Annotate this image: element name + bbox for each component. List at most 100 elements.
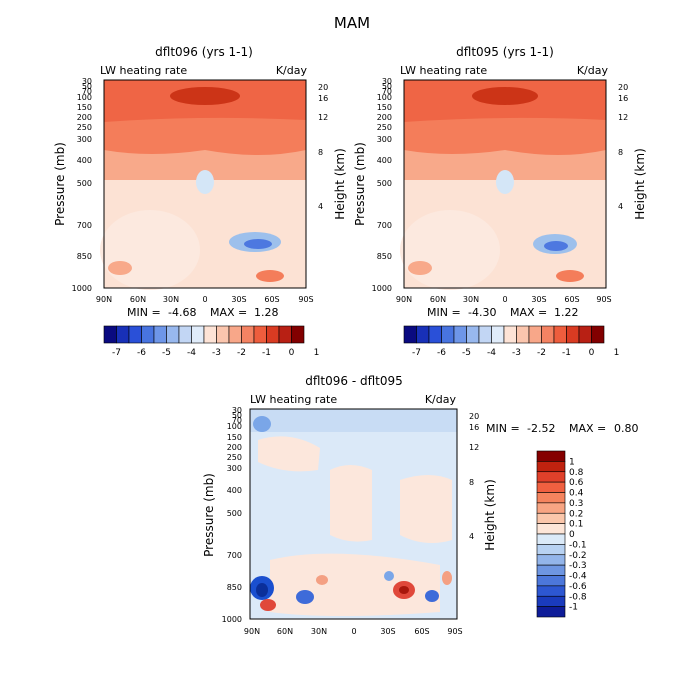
diff-height-tick: 12 [469,443,479,452]
colorbar-swatch [428,325,442,344]
diff-subtitle-left: LW heating rate [250,393,337,406]
diff-colorbar: 10.80.60.40.30.20.10-0.1-0.2-0.3-0.4-0.6… [536,450,587,618]
diff-height-tick: 4 [469,532,474,541]
colorbar-label: 0.8 [569,468,584,478]
right-ytick: 30 [382,77,392,86]
colorbar-label: 0.2 [569,509,583,519]
left-ytick: 70 [82,87,92,96]
right-height-tick: 8 [618,148,623,157]
colorbar-swatch [553,325,567,344]
colorbar-swatch [203,325,217,344]
colorbar-label: -1 [569,603,578,613]
right-ylabel-right: Height (km) [633,148,647,219]
diff-ytick: 200 [227,443,242,452]
right-xtick: 60N [430,295,446,304]
left-max-label: MAX = [210,306,247,319]
left-ytick: 850 [77,252,92,261]
colorbar-swatch [536,564,566,576]
left-height-tick: 4 [318,202,323,211]
diff-y-axis: 30 50 70 100 150 200 250 300 400 500 700… [222,406,242,624]
colorbar-label: -5 [462,348,471,358]
diff-xtick: 30S [380,627,395,636]
left-ytick: 50 [82,82,92,91]
left-stats: MIN = -4.68 MAX = 1.28 [127,306,279,319]
right-xtick: 30S [531,295,546,304]
diff-ytick: 100 [227,422,242,431]
left-xtick: 30S [231,295,246,304]
colorbar-swatch [216,325,230,344]
left-height-tick: 16 [318,94,328,103]
colorbar-label: -4 [187,348,196,358]
colorbar-swatch [178,325,192,344]
colorbar-label: -3 [512,348,521,358]
right-xtick: 90S [596,295,611,304]
right-min-label: MIN = [427,306,461,319]
colorbar-swatch [228,325,242,344]
colorbar-label: 0.3 [569,499,583,509]
right-x-axis: 90N 60N 30N 0 30S 60S 90S [396,295,612,304]
colorbar-label: -0.3 [569,561,587,571]
diff-height-tick: 20 [469,412,479,421]
left-ytick: 200 [77,113,92,122]
diff-xtick: 60N [277,627,293,636]
colorbar-label: 1 [569,457,575,467]
colorbar-label: -5 [162,348,171,358]
colorbar-label: 0 [289,348,295,358]
left-ytick: 150 [77,103,92,112]
diff-xtick: 30N [311,627,327,636]
colorbar-swatch [536,585,566,597]
right-xtick: 60S [564,295,579,304]
diff-ylabel: Pressure (mb) [202,473,216,557]
colorbar-swatch [536,492,566,504]
diff-ytick: 700 [227,551,242,560]
right-min-value: -4.30 [468,306,496,319]
colorbar-swatch [503,325,517,344]
colorbar-label: 0 [589,348,595,358]
right-colorbar: -7 -6 -5 -4 -3 -2 -1 0 1 [403,325,620,358]
colorbar-label: -7 [412,348,421,358]
diff-ytick: 1000 [222,615,242,624]
colorbar-swatch [528,325,542,344]
colorbar-label: 1 [314,348,320,358]
colorbar-label: -6 [137,348,146,358]
left-ytick: 500 [77,179,92,188]
diff-stats: MIN = -2.52 MAX = 0.80 [486,422,639,435]
left-xtick: 60N [130,295,146,304]
diff-plot-area [249,408,458,620]
diff-min-label: MIN = [486,422,520,435]
colorbar-swatch [536,595,566,607]
diff-min-value: -2.52 [527,422,555,435]
left-height-tick: 20 [318,83,328,92]
diff-ytick: 300 [227,464,242,473]
right-xtick: 30N [463,295,479,304]
right-xtick: 90N [396,295,412,304]
diff-ytick: 70 [232,416,242,425]
left-xtick: 90S [298,295,313,304]
left-x-axis: 90N 60N 30N 0 30S 60S 90S [96,295,314,304]
colorbar-swatch [478,325,492,344]
colorbar-label: 0.6 [569,478,584,488]
page-title: MAM [334,14,370,32]
right-panel: dflt095 (yrs 1-1) LW heating rate K/day … [353,45,647,358]
right-ytick: 100 [377,93,392,102]
colorbar-swatch [416,325,430,344]
colorbar-swatch [566,325,580,344]
colorbar-label: -0.6 [569,582,587,592]
colorbar-swatch [536,575,566,587]
right-ytick: 1000 [372,284,392,293]
colorbar-swatch [466,325,480,344]
diff-ytick: 50 [232,411,242,420]
left-ylabel-right: Height (km) [333,148,347,219]
left-plot-area [100,79,307,290]
right-plot-area [400,79,607,290]
diff-right-axis: 20 16 12 8 4 [469,412,479,541]
colorbar-label: -0.8 [569,592,587,602]
left-subtitle-right: K/day [276,64,308,77]
colorbar-swatch [536,523,566,535]
colorbar-swatch [128,325,142,344]
left-subtitle-left: LW heating rate [100,64,187,77]
colorbar-swatch [536,554,566,566]
colorbar-label: 1 [614,348,620,358]
colorbar-swatch [516,325,530,344]
